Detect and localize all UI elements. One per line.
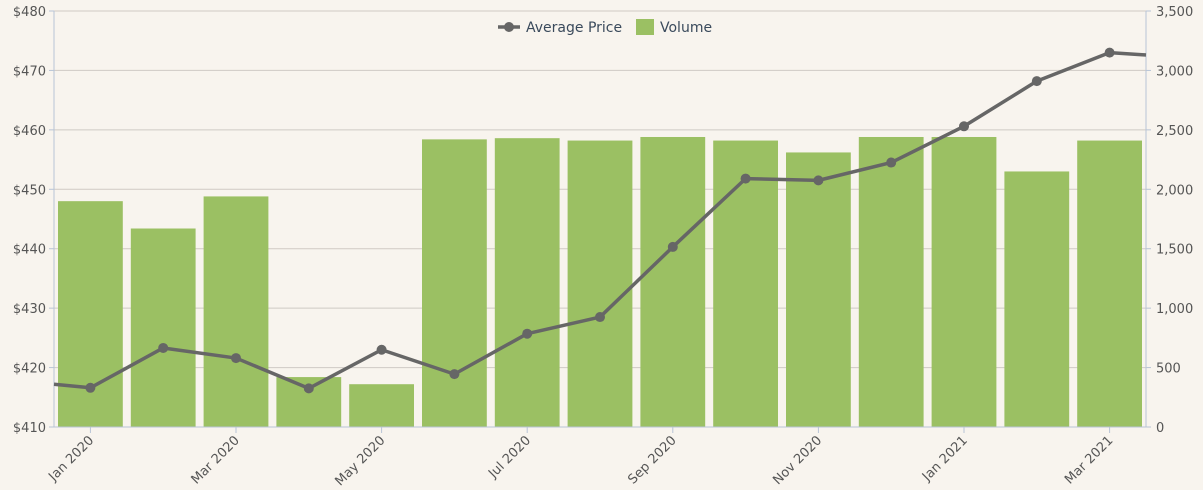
- right-axis-tick-label: 0: [1156, 421, 1164, 436]
- volume-bar[interactable]: [567, 140, 633, 427]
- right-axis-tick-label: 1,000: [1156, 302, 1193, 317]
- x-axis-tick-label: Jul 2020: [485, 433, 534, 482]
- x-axis-tick-label: Mar 2021: [1062, 433, 1116, 487]
- right-axis-tick-label: 2,500: [1156, 124, 1193, 139]
- average-price-point[interactable]: [376, 344, 387, 355]
- average-price-point[interactable]: [813, 175, 824, 186]
- average-price-point[interactable]: [667, 241, 678, 252]
- volume-bar[interactable]: [858, 136, 924, 427]
- average-price-point[interactable]: [85, 382, 96, 393]
- volume-bar[interactable]: [1077, 140, 1142, 427]
- volume-bar[interactable]: [203, 196, 269, 427]
- average-price-point[interactable]: [740, 173, 751, 184]
- volume-bar[interactable]: [349, 384, 414, 427]
- left-axis-tick-label: $430: [13, 302, 46, 317]
- right-axis-tick-label: 3,000: [1156, 64, 1193, 79]
- left-axis-tick-label: $420: [13, 362, 46, 377]
- average-price-point[interactable]: [886, 157, 897, 168]
- average-price-point[interactable]: [449, 369, 460, 380]
- average-price-point[interactable]: [231, 353, 241, 364]
- legend-label-average-price[interactable]: Average Price: [526, 20, 622, 36]
- average-price-point[interactable]: [1104, 47, 1115, 58]
- right-axis-tick-label: 1,500: [1156, 243, 1193, 258]
- left-axis-tick-label: $460: [13, 124, 46, 139]
- legend-label-volume[interactable]: Volume: [660, 20, 712, 36]
- average-price-point[interactable]: [158, 342, 169, 353]
- average-price-point[interactable]: [959, 121, 969, 132]
- right-axis-tick-label: 500: [1156, 362, 1181, 377]
- average-price-point[interactable]: [303, 383, 314, 394]
- volume-bar[interactable]: [1004, 171, 1070, 427]
- average-price-point[interactable]: [1031, 76, 1042, 87]
- left-axis-tick-label: $480: [13, 5, 46, 20]
- volume-bar[interactable]: [786, 152, 851, 427]
- average-price-point[interactable]: [595, 312, 605, 323]
- legend-bar-swatch: [636, 19, 654, 35]
- left-axis-tick-label: $450: [13, 183, 46, 198]
- volume-bar[interactable]: [494, 138, 560, 428]
- volume-bar[interactable]: [58, 201, 123, 427]
- right-axis-tick-label: 2,000: [1156, 183, 1193, 198]
- volume-bar[interactable]: [640, 136, 706, 427]
- volume-bar[interactable]: [422, 139, 487, 427]
- x-axis-tick-label: Jan 2021: [919, 433, 971, 485]
- right-axis-tick-label: 3,500: [1156, 5, 1193, 20]
- volume-bar[interactable]: [931, 136, 997, 427]
- x-axis-tick-label: May 2020: [333, 433, 389, 489]
- left-axis-tick-label: $470: [13, 64, 46, 79]
- legend-line-marker: [504, 22, 514, 32]
- x-axis-tick-label: Jan 2020: [45, 433, 97, 485]
- volume-bar[interactable]: [713, 140, 778, 427]
- left-axis-tick-label: $440: [13, 243, 46, 258]
- x-axis-tick-label: Sep 2020: [625, 433, 679, 487]
- volume-bar[interactable]: [130, 228, 196, 427]
- x-axis-tick-label: Mar 2020: [189, 433, 243, 487]
- average-price-point[interactable]: [522, 328, 533, 339]
- left-axis-tick-label: $410: [13, 421, 46, 436]
- x-axis-tick-label: Nov 2020: [770, 433, 825, 488]
